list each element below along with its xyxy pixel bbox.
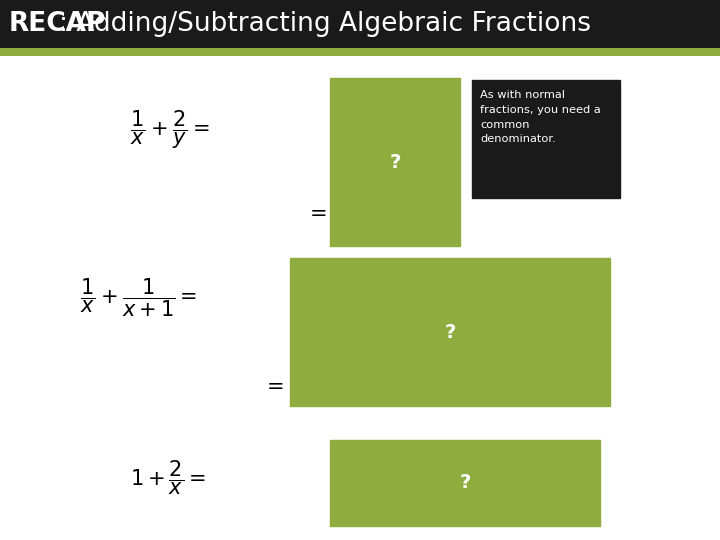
Text: : Adding/Subtracting Algebraic Fractions: : Adding/Subtracting Algebraic Fractions [59,11,591,37]
Text: $1+\dfrac{2}{x}=$: $1+\dfrac{2}{x}=$ [130,459,206,497]
Bar [290,258,610,406]
Text: ?: ? [390,152,401,172]
Text: $=$: $=$ [262,375,284,395]
Text: $\dfrac{1}{x}+\dfrac{2}{y}=$: $\dfrac{1}{x}+\dfrac{2}{y}=$ [130,109,210,151]
Text: $=$: $=$ [305,202,326,222]
Text: ?: ? [444,322,456,341]
Bar [330,78,460,246]
Text: ?: ? [459,474,471,492]
Bar [472,80,620,198]
Bar [330,440,600,526]
Text: As with normal
fractions, you need a
common
denominator.: As with normal fractions, you need a com… [480,90,600,144]
Text: $\dfrac{1}{x}+\dfrac{1}{x+1}=$: $\dfrac{1}{x}+\dfrac{1}{x+1}=$ [80,276,197,319]
Text: RECAP: RECAP [9,11,106,37]
